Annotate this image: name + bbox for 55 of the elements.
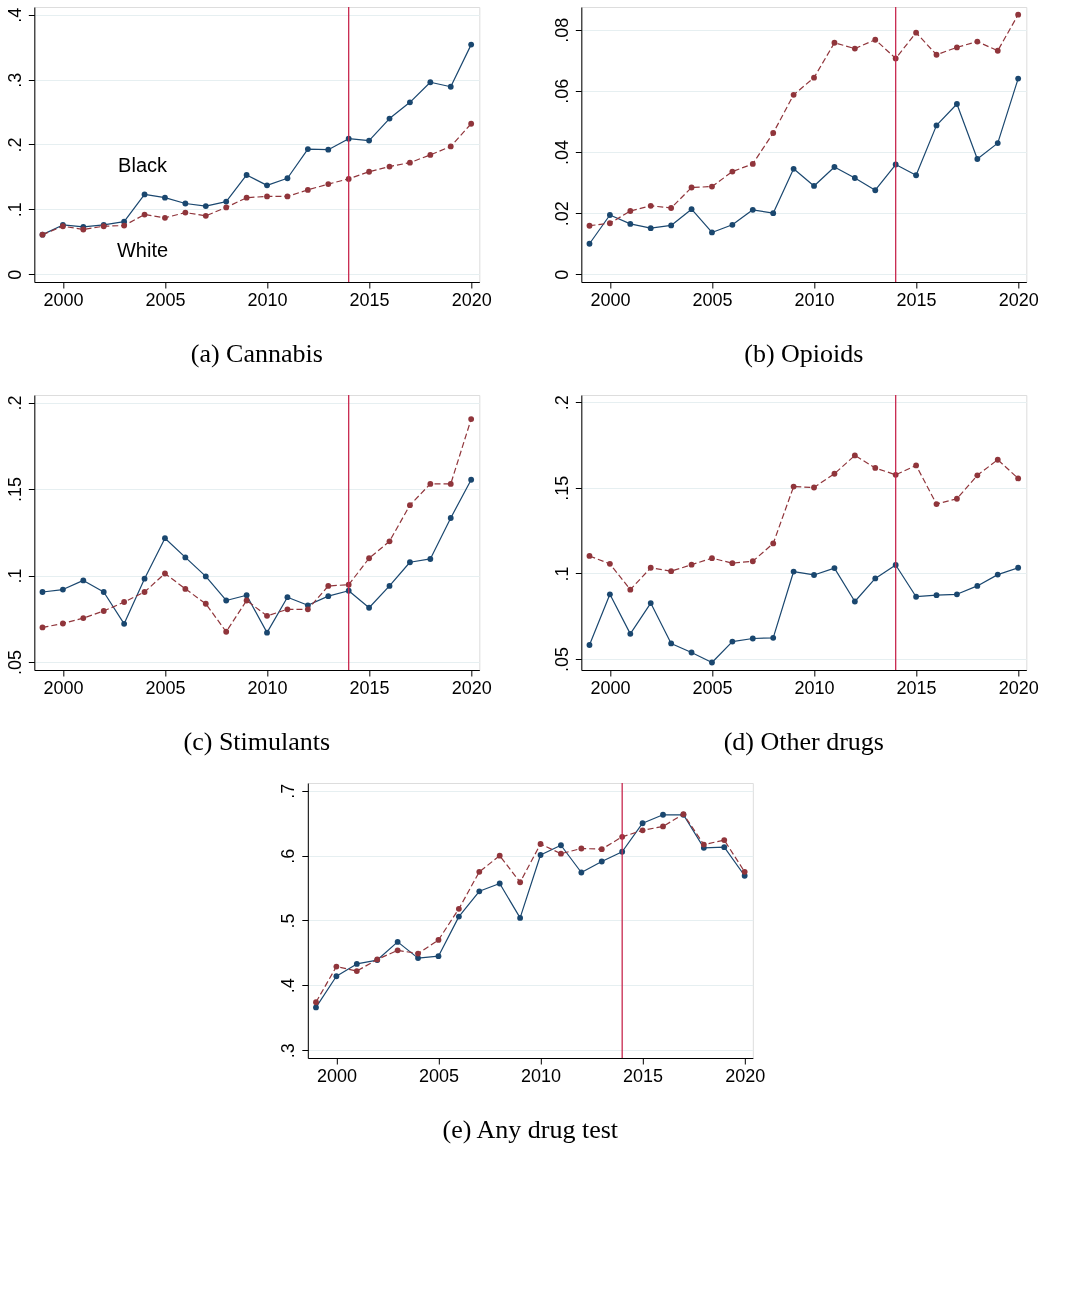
y-tick-label: .02 bbox=[551, 201, 572, 227]
y-tick-label: .15 bbox=[4, 477, 25, 503]
x-tick-label: 2000 bbox=[590, 677, 631, 698]
y-tick-label: .15 bbox=[551, 475, 572, 501]
x-tick-label: 2000 bbox=[43, 289, 84, 310]
y-tick-label: .3 bbox=[4, 72, 25, 88]
y-tick-label: 0 bbox=[551, 269, 572, 280]
y-tick-label: .5 bbox=[278, 913, 299, 929]
x-tick-label: 2020 bbox=[451, 677, 492, 698]
x-tick-label: 2015 bbox=[349, 289, 390, 310]
y-tick-label: .1 bbox=[4, 202, 25, 218]
y-tick-label: .4 bbox=[278, 978, 299, 994]
x-tick-label: 2020 bbox=[451, 289, 492, 310]
x-tick-label: 2020 bbox=[998, 677, 1039, 698]
y-tick-label: .08 bbox=[551, 17, 572, 43]
x-tick-label: 2005 bbox=[692, 677, 733, 698]
x-tick-label: 2005 bbox=[145, 289, 186, 310]
x-tick-label: 2005 bbox=[145, 677, 186, 698]
x-tick-label: 2000 bbox=[43, 677, 84, 698]
y-tick-label: .04 bbox=[551, 139, 572, 166]
x-tick-label: 2010 bbox=[247, 677, 288, 698]
series-label: White bbox=[116, 238, 169, 261]
text: (d) Other drugs bbox=[723, 727, 884, 756]
x-tick-label: 2005 bbox=[692, 289, 733, 310]
text: (a) Cannabis bbox=[190, 339, 323, 368]
y-tick-label: .3 bbox=[278, 1043, 299, 1059]
y-tick-label: .1 bbox=[4, 568, 25, 584]
y-tick-label: .2 bbox=[4, 395, 25, 411]
text: (b) Opioids bbox=[744, 339, 864, 368]
y-tick-label: .7 bbox=[278, 783, 299, 799]
y-tick-label: .2 bbox=[551, 395, 572, 411]
x-tick-label: 2005 bbox=[418, 1065, 459, 1086]
x-tick-label: 2010 bbox=[794, 677, 835, 698]
y-tick-label: .6 bbox=[278, 848, 299, 864]
y-tick-label: .4 bbox=[4, 7, 25, 23]
series-label: Black bbox=[118, 154, 168, 177]
x-tick-label: 2010 bbox=[521, 1065, 562, 1086]
y-tick-label: 0 bbox=[4, 269, 25, 280]
x-tick-label: 2010 bbox=[247, 289, 288, 310]
y-tick-label: .05 bbox=[551, 647, 572, 673]
x-tick-label: 2015 bbox=[896, 677, 937, 698]
y-tick-label: .05 bbox=[4, 650, 25, 676]
text: (c) Stimulants bbox=[183, 727, 331, 756]
x-tick-label: 2020 bbox=[998, 289, 1039, 310]
x-tick-label: 2015 bbox=[896, 289, 937, 310]
x-tick-label: 2000 bbox=[316, 1065, 357, 1086]
x-tick-label: 2015 bbox=[623, 1065, 664, 1086]
x-tick-label: 2015 bbox=[349, 677, 390, 698]
text: (e) Any drug test bbox=[442, 1115, 619, 1144]
y-tick-label: .1 bbox=[551, 566, 572, 582]
y-tick-label: .2 bbox=[4, 137, 25, 153]
x-tick-label: 2010 bbox=[794, 289, 835, 310]
x-tick-label: 2020 bbox=[725, 1065, 766, 1086]
y-tick-label: .06 bbox=[551, 78, 572, 104]
x-tick-label: 2000 bbox=[590, 289, 631, 310]
